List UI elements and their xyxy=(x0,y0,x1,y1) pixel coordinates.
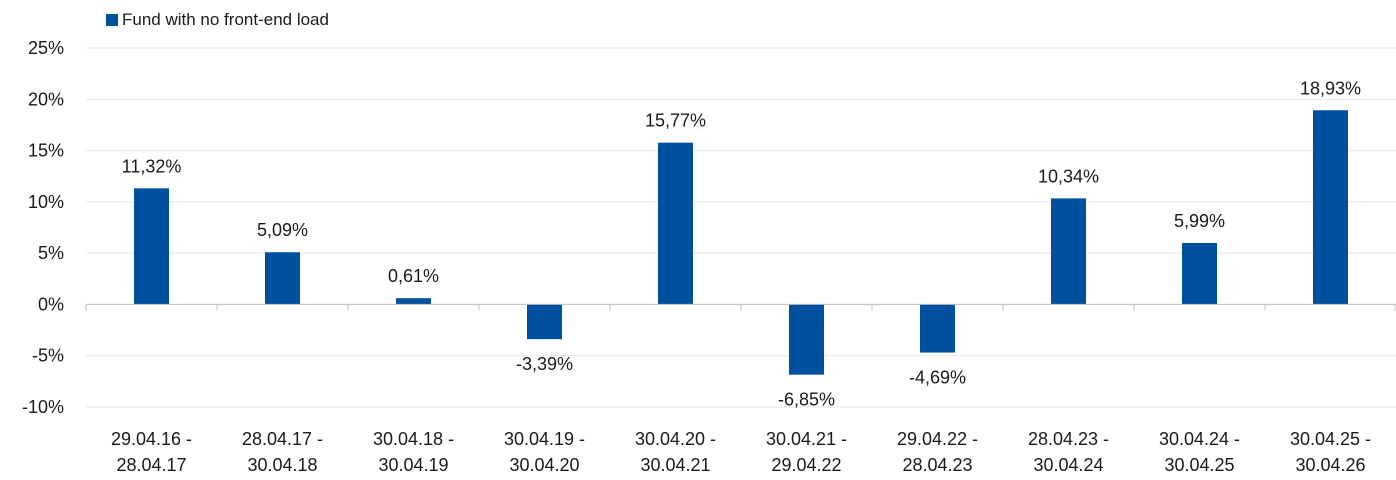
data-label: 0,61% xyxy=(388,266,439,286)
data-label: 5,99% xyxy=(1174,211,1225,231)
x-axis-tick-labels: 29.04.16 - 28.04.17 28.04.17 - 30.04.18 30.0… xyxy=(111,429,1371,475)
y-tick-label: 5% xyxy=(38,243,64,263)
x-tick-label: 30.04.18 - xyxy=(373,429,454,449)
x-tick-label: 29.04.22 xyxy=(771,455,841,475)
bar xyxy=(265,252,300,305)
y-axis-tick-labels: 25% 20% 15% 10% 5% 0% -5% -10% xyxy=(22,38,64,417)
data-label: 15,77% xyxy=(645,111,706,131)
x-tick-label: 30.04.19 xyxy=(378,455,448,475)
bar xyxy=(396,298,431,305)
x-tick-label: 30.04.20 xyxy=(509,455,579,475)
legend-label: Fund with no front-end load xyxy=(122,10,329,29)
data-label: 5,09% xyxy=(257,220,308,240)
x-tick-label: 28.04.17 - xyxy=(242,429,323,449)
y-tick-label: -10% xyxy=(22,397,64,417)
bars xyxy=(134,110,1348,375)
x-tick-label: 30.04.21 - xyxy=(766,429,847,449)
x-tick-label: 28.04.23 - xyxy=(1028,429,1109,449)
x-tick-label: 30.04.18 xyxy=(247,455,317,475)
x-tick-label: 30.04.25 - xyxy=(1290,429,1371,449)
legend: Fund with no front-end load xyxy=(106,10,329,29)
x-axis xyxy=(85,303,1396,311)
y-tick-label: 15% xyxy=(28,141,64,161)
y-tick-label: 10% xyxy=(28,192,64,212)
x-tick-label: 29.04.22 - xyxy=(897,429,978,449)
y-tick-label: 25% xyxy=(28,38,64,58)
data-label: -3,39% xyxy=(516,354,573,374)
data-label: -6,85% xyxy=(778,390,835,410)
bar xyxy=(1051,198,1086,305)
x-tick-label: 28.04.17 xyxy=(116,455,186,475)
data-label: 18,93% xyxy=(1300,78,1361,98)
x-tick-label: 29.04.16 - xyxy=(111,429,192,449)
data-label: 11,32% xyxy=(122,156,182,176)
bar xyxy=(658,142,693,305)
y-tick-label: -5% xyxy=(32,346,64,366)
bar xyxy=(1313,110,1348,305)
x-tick-label: 30.04.25 xyxy=(1164,455,1234,475)
x-tick-label: 30.04.20 - xyxy=(635,429,716,449)
data-labels: 11,32% 5,09% 0,61% -3,39% 15,77% -6,85% -4,69%… xyxy=(122,78,1361,409)
bar xyxy=(789,304,824,375)
bar xyxy=(134,188,169,305)
x-tick-label: 28.04.23 xyxy=(902,455,972,475)
x-tick-label: 30.04.21 xyxy=(640,455,710,475)
data-label: -4,69% xyxy=(909,368,966,388)
y-tick-label: 0% xyxy=(38,294,64,314)
y-tick-label: 20% xyxy=(28,89,64,109)
x-tick-label: 30.04.24 xyxy=(1033,455,1103,475)
data-label: 10,34% xyxy=(1038,166,1099,186)
bar xyxy=(1182,242,1217,305)
x-tick-label: 30.04.19 - xyxy=(504,429,585,449)
bar xyxy=(527,304,562,340)
bar xyxy=(920,304,955,353)
x-tick-label: 30.04.24 - xyxy=(1159,429,1240,449)
gridlines xyxy=(86,47,1396,408)
x-tick-label: 30.04.26 xyxy=(1295,455,1365,475)
legend-swatch xyxy=(106,14,118,26)
